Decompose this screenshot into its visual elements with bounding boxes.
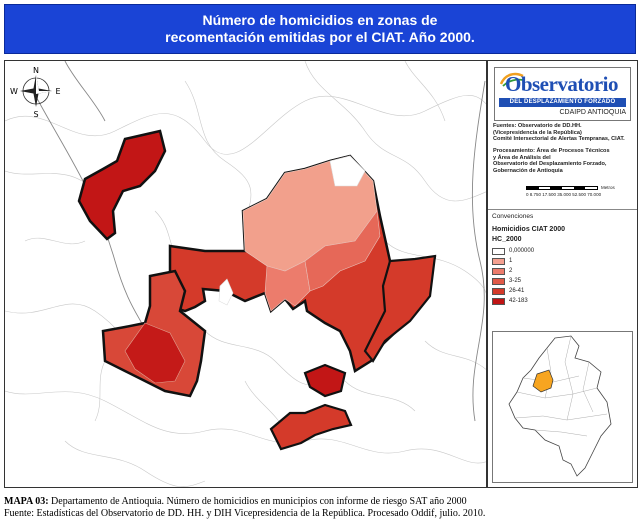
legend-item: 26-41 — [492, 286, 637, 296]
choropleth-map[interactable]: N S E W — [5, 61, 487, 488]
region-southeast-small[interactable] — [303, 363, 347, 398]
compass-north-label: N — [33, 66, 39, 75]
legend-label: 3-25 — [509, 278, 522, 284]
sources-line-1: Fuentes: Observatorio de DD.HH. — [493, 123, 582, 129]
map-title: Número de homicidios en zonas de recomen… — [4, 4, 636, 54]
processing-line-1: Procesamiento: Área de Procesos Técnicos — [493, 148, 610, 154]
legend-item: 0,000000 — [492, 246, 637, 256]
municipality-boundaries — [5, 61, 486, 487]
map-caption: MAPA 03: Departamento de Antioquia. Núme… — [4, 496, 485, 520]
logo-subtitle: CDAIPD ANTIOQUIA — [559, 109, 626, 116]
caption-line-1: Departamento de Antioquia. Número de hom… — [48, 496, 467, 507]
legend-swatch — [492, 297, 505, 305]
caption-line-2: Fuente: Estadísticas del Observatorio de… — [4, 508, 486, 519]
processing-line-3: Observatorio del Desplazamiento Forzado, — [493, 161, 607, 168]
legend-label: 0,000000 — [509, 248, 535, 254]
sources-text: Fuentes: Observatorio de DD.HH. (Vicepre… — [493, 123, 635, 143]
legend-label: 26-41 — [509, 288, 525, 294]
compass-west-label: W — [10, 87, 18, 96]
logo-swoosh-icon — [499, 72, 524, 87]
legend-swatch — [492, 257, 505, 265]
legend-swatch — [492, 277, 505, 285]
region-central-mid[interactable] — [264, 260, 311, 312]
region-central-zero[interactable] — [329, 155, 366, 187]
legend-label: 1 — [509, 258, 513, 264]
legend-swatch — [492, 267, 505, 275]
colombia-inset-map — [492, 331, 633, 483]
legend-title: Homicidios CIAT 2000 — [492, 226, 566, 233]
region-uraba[interactable] — [77, 129, 167, 241]
logo-wordmark: Observatorio — [505, 72, 618, 96]
compass-rose: N S E W — [10, 66, 60, 119]
map-title-line-2: recomentación emitidas por el CIAT. Año … — [165, 29, 475, 45]
colombia-outline — [508, 335, 612, 477]
legend-panel: Observatorio DEL DESPLAZAMIENTO FORZADO … — [487, 60, 638, 488]
caption-label: MAPA 03: — [4, 496, 49, 507]
legend-item: 2 — [492, 266, 637, 276]
scale-bar: Metros 0 8.750 17.500 35.000 52.500 70.0… — [526, 184, 626, 200]
processing-line-4: Gobernación de Antioquia — [493, 167, 563, 174]
legend-swatch — [492, 287, 505, 295]
inset-internal-lines — [514, 335, 608, 437]
legend-field: HC_2000 — [492, 236, 522, 243]
sources-line-3: Comité Intersectorial de Alertas Tempran… — [493, 136, 625, 143]
scale-ticks: 0 8.750 17.500 35.000 52.500 70.000 — [526, 192, 602, 197]
legend-label: 2 — [509, 268, 513, 274]
sources-line-2: (Vicepresidencia de la República) — [493, 129, 582, 136]
region-east[interactable] — [363, 254, 437, 363]
legend-item: 1 — [492, 256, 637, 266]
compass-east-label: E — [55, 87, 60, 96]
inset-map — [508, 335, 612, 477]
region-south[interactable] — [269, 403, 353, 451]
legend-item: 42-183 — [492, 296, 637, 306]
legend-header: Convenciones — [492, 213, 534, 220]
legend: Convenciones Homicidios CIAT 2000 HC_200… — [488, 209, 637, 322]
map-panel[interactable]: N S E W — [4, 60, 487, 488]
processing-text: Procesamiento: Área de Procesos Técnicos… — [493, 148, 635, 174]
logo-banner: DEL DESPLAZAMIENTO FORZADO — [499, 98, 626, 107]
map-title-line-1: Número de homicidios en zonas de — [202, 12, 438, 28]
region-central-mid-2[interactable] — [304, 210, 381, 292]
legend-label: 42-183 — [509, 298, 528, 304]
observatorio-logo: Observatorio DEL DESPLAZAMIENTO FORZADO … — [494, 67, 631, 121]
legend-item: 3-25 — [492, 276, 637, 286]
compass-south-label: S — [33, 110, 38, 119]
legend-swatch — [492, 247, 505, 255]
antioquia-highlight — [532, 369, 554, 393]
scale-unit: Metros — [601, 185, 615, 190]
region-central-zero-2[interactable] — [218, 278, 234, 306]
processing-line-2: y Área de Análisis del — [493, 154, 551, 161]
region-west-high[interactable] — [124, 322, 186, 384]
